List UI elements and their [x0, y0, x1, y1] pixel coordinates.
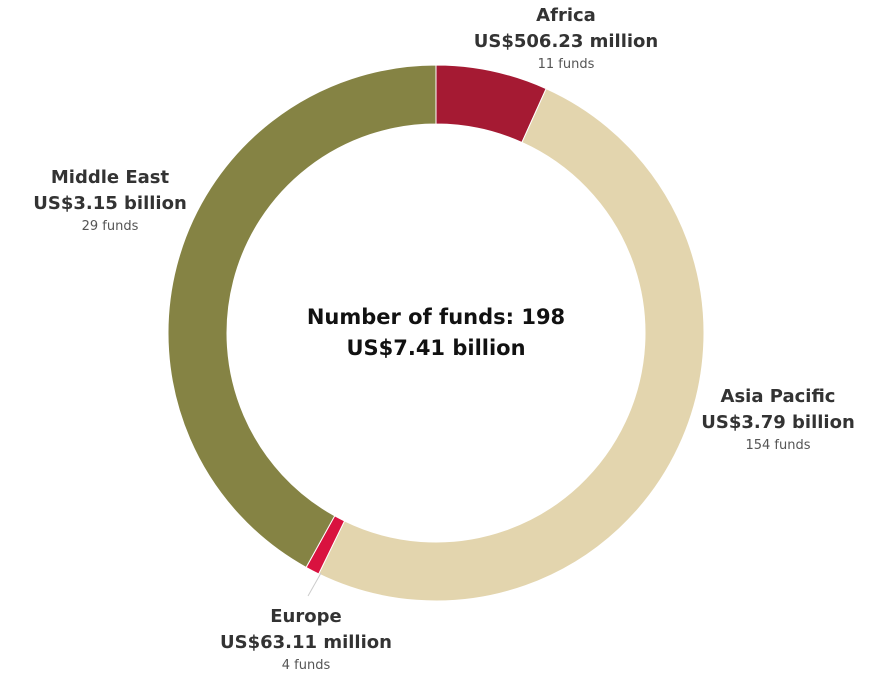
slice-asia-pacific[interactable] [318, 88, 705, 602]
slice-funds: 11 funds [537, 57, 595, 72]
chart-center-summary: Number of funds: 198 US$7.41 billion [307, 302, 565, 364]
slice-funds: 29 funds [81, 219, 139, 234]
slice-value: US$63.11 million [220, 632, 392, 653]
slice-label-europe: Europe US$63.11 million 4 funds [220, 604, 392, 676]
slice-middle-east[interactable] [167, 64, 437, 569]
slice-funds: 154 funds [745, 438, 811, 453]
europe-leader-line [307, 572, 322, 597]
donut-slices [167, 64, 705, 602]
slice-value: US$3.15 billion [33, 193, 187, 214]
slice-value: US$506.23 million [473, 31, 659, 52]
total-funds-text: Number of funds: 198 [306, 305, 566, 329]
slice-name: Europe [270, 606, 342, 627]
slice-label-asia-pacific: Asia Pacific US$3.79 billion 154 funds [701, 384, 855, 456]
slice-label-africa: Africa US$506.23 million 11 funds [474, 3, 658, 75]
slice-label-middle-east: Middle East US$3.15 billion 29 funds [33, 165, 187, 237]
slice-name: Africa [536, 5, 596, 26]
slice-name: Middle East [50, 167, 170, 188]
slice-name: Asia Pacific [720, 386, 836, 407]
total-value-text: US$7.41 billion [346, 336, 526, 360]
slice-funds: 4 funds [281, 658, 331, 673]
slice-value: US$3.79 billion [701, 412, 855, 433]
